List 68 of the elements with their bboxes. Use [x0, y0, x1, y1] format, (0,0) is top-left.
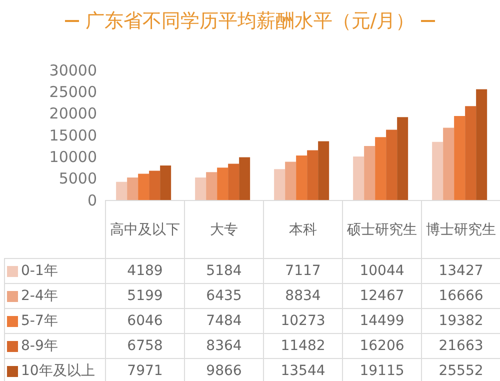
bar: [465, 106, 476, 200]
bar: [397, 117, 408, 200]
data-label: 8364: [184, 334, 264, 358]
data-label: 19382: [422, 308, 500, 334]
data-label: 6435: [184, 284, 264, 308]
data-label: 16206: [342, 334, 422, 358]
data-label: 10044: [342, 258, 422, 284]
data-label: 5184: [184, 258, 264, 284]
y-tick-label: 0: [87, 191, 97, 210]
y-tick-label: 5000: [58, 170, 97, 188]
legend-label: 0-1年: [21, 263, 58, 279]
bar: [353, 156, 364, 200]
bar: [386, 130, 398, 200]
legend-label: 5-7年: [21, 313, 58, 329]
data-label: 7117: [264, 258, 342, 284]
data-label: 7484: [184, 308, 264, 334]
bar: [160, 165, 172, 200]
bar: [432, 142, 444, 200]
bar: [239, 157, 250, 200]
chart-title: 广东省不同学历平均薪酬水平（元/月）: [85, 9, 415, 34]
legend-label: 10年及以上: [21, 363, 95, 379]
data-label: 7971: [106, 358, 184, 381]
data-label: 13427: [422, 258, 500, 284]
bar: [454, 116, 466, 200]
bar: [307, 150, 318, 200]
bar: [285, 162, 296, 200]
bar: [296, 155, 308, 200]
y-tick-label: 30000: [49, 61, 97, 80]
bar: [127, 177, 138, 200]
bar: [195, 178, 206, 200]
data-label: 5199: [106, 284, 184, 308]
bar: [364, 146, 376, 200]
x-tick-label: 大专: [184, 200, 264, 258]
bar: [443, 128, 454, 200]
bar: [228, 164, 240, 200]
data-label: 4189: [106, 258, 184, 284]
bar: [149, 170, 160, 200]
data-label: 16666: [422, 284, 500, 308]
data-label: 10273: [264, 308, 342, 334]
y-tick-label: 15000: [49, 126, 97, 144]
data-label: 8834: [264, 284, 342, 308]
data-label: 11482: [264, 334, 342, 358]
y-tick-label: 20000: [49, 104, 97, 123]
bar: [138, 174, 150, 200]
data-label: 21663: [422, 334, 500, 358]
bar: [375, 137, 386, 200]
x-tick-label: 高中及以下: [106, 200, 184, 258]
bar: [476, 89, 488, 200]
bar: [206, 172, 218, 200]
y-tick-label: 25000: [49, 82, 97, 101]
data-label: 9866: [184, 358, 264, 381]
legend-label: 2-4年: [21, 288, 58, 304]
data-label: 14499: [342, 308, 422, 334]
data-label: 19115: [342, 358, 422, 381]
data-label: 6758: [106, 334, 184, 358]
bar: [318, 141, 330, 200]
x-tick-label: 硕士研究生: [342, 200, 422, 258]
legend-label: 8-9年: [21, 338, 58, 354]
data-label: 12467: [342, 284, 422, 308]
data-label: 13544: [264, 358, 342, 381]
y-tick-label: 10000: [49, 148, 97, 166]
data-label: 6046: [106, 308, 184, 334]
x-tick-label: 博士研究生: [422, 200, 500, 258]
data-label: 25552: [422, 358, 500, 381]
bar: [217, 168, 228, 200]
bar: [274, 169, 286, 200]
bar: [116, 182, 128, 200]
x-tick-label: 本科: [264, 200, 342, 258]
